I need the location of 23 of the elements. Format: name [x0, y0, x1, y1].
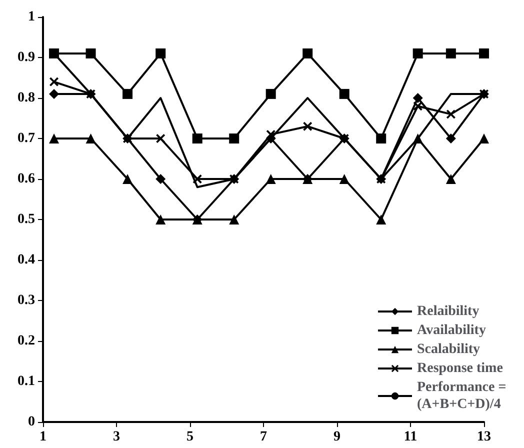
y-tick-label: 0.1: [18, 374, 35, 389]
x-tick-label: 11: [404, 430, 418, 444]
legend-label: Relaibility: [417, 304, 480, 319]
y-tick-label: 0: [28, 414, 35, 430]
legend-label: Scalability: [417, 342, 480, 357]
x-tick-label: 7: [260, 430, 267, 444]
x-tick-label: 1: [40, 430, 46, 444]
y-tick-label: 0.9: [18, 50, 35, 65]
x-tick-label: 13: [477, 430, 491, 444]
y-tick-label: 0.8: [18, 90, 35, 106]
x-tick-label: 3: [113, 430, 120, 444]
y-tick-label: 0.2: [18, 334, 35, 348]
y-tick-label: 0.4: [18, 252, 35, 268]
x-tick-label: 5: [186, 430, 194, 444]
legend-label: Response time: [417, 361, 503, 376]
y-tick-label: 0.5: [18, 212, 35, 227]
legend-label: Availability: [417, 323, 486, 338]
x-tick-label: 9: [334, 430, 340, 444]
y-tick-label: 0.6: [18, 172, 35, 186]
y-tick-label: 0.3: [18, 293, 35, 308]
legend-label: Performance = (A+B+C+D)/4: [417, 380, 510, 412]
y-tick-label: 0.7: [18, 131, 35, 146]
y-tick-label: 1: [28, 10, 35, 24]
